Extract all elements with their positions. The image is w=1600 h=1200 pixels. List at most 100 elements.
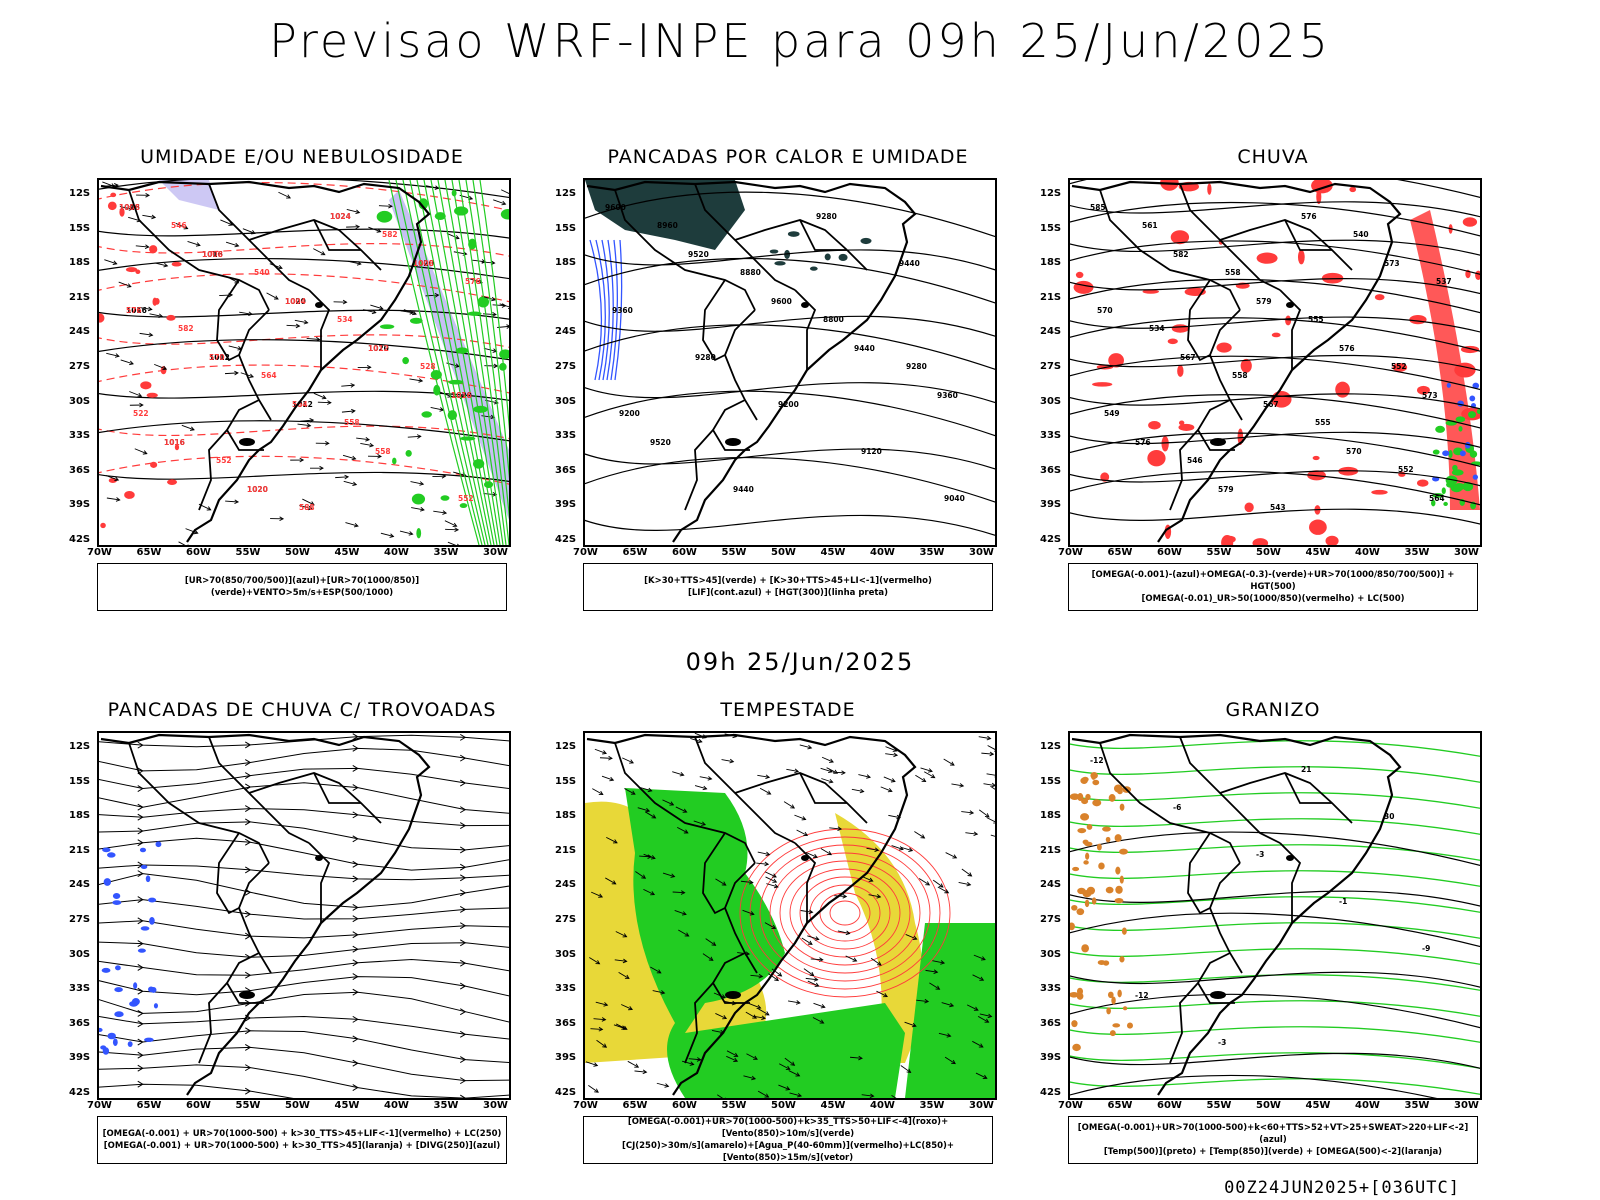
- wind-arrowhead: [729, 758, 735, 764]
- lat-tick-label: 18S: [1040, 257, 1062, 269]
- field-patch: [1441, 487, 1446, 495]
- legend-chuva: [OMEGA(-0.001)-(azul)+OMEGA(-0.3)-(verde…: [1068, 563, 1478, 611]
- field-patch: [1081, 798, 1089, 805]
- contour-label: 543: [1270, 503, 1286, 512]
- field-patch: [1113, 784, 1123, 793]
- wind-vector: [920, 767, 933, 772]
- field-patch: [1111, 996, 1116, 1005]
- streamline-arrow: [352, 744, 359, 752]
- contour-label: 582: [382, 230, 398, 239]
- wind-arrowhead: [598, 790, 604, 795]
- contour-label: 9440: [899, 259, 920, 268]
- wind-arrowhead: [369, 442, 375, 448]
- lat-tick-label: 36S: [69, 1017, 91, 1029]
- wind-vector: [766, 883, 779, 888]
- isoline: [1070, 180, 1480, 199]
- green-contour: [388, 180, 480, 545]
- wind-vector: [973, 954, 986, 961]
- lon-tick-label: 50W: [1256, 1100, 1281, 1111]
- country-border: [711, 952, 750, 1004]
- streamline-arrow: [352, 784, 359, 792]
- field-patch: [1080, 813, 1090, 821]
- wind-vector: [672, 891, 685, 894]
- wind-arrowhead: [820, 1004, 826, 1009]
- wind-vector: [743, 1075, 756, 1080]
- country-border: [614, 742, 756, 864]
- contour-label: 555: [1315, 418, 1331, 427]
- map-pancadas-calor: 9600 9520 9600 9440 9360 9520 9440 9280 9440 9360…: [583, 178, 997, 547]
- field-patch: [1075, 271, 1084, 279]
- contour-label: 558: [344, 418, 360, 427]
- wind-vector: [866, 847, 879, 851]
- wind-vector: [615, 931, 627, 938]
- lat-tick-label: 24S: [69, 879, 91, 891]
- wind-arrowhead: [356, 261, 362, 266]
- lat-tick-label: 24S: [555, 326, 577, 338]
- contour-label: 552: [1391, 362, 1407, 371]
- wind-vector: [278, 191, 291, 199]
- streamline: [99, 899, 509, 920]
- wind-vector: [624, 788, 636, 795]
- wind-arrowhead: [353, 522, 359, 528]
- wind-vector: [916, 999, 929, 1002]
- wind-arrowhead: [807, 744, 813, 750]
- wind-vector: [430, 406, 444, 411]
- wind-vector: [788, 1070, 800, 1077]
- contour-label: -12: [1090, 756, 1104, 765]
- field-patch: [784, 249, 791, 259]
- wind-vector: [650, 966, 661, 974]
- wind-vector: [341, 410, 355, 413]
- wind-vector: [104, 259, 117, 265]
- wind-vector: [880, 786, 893, 792]
- field-patch: [1098, 862, 1105, 870]
- coastline: [1071, 733, 1402, 1096]
- isoline: [1070, 239, 1480, 256]
- isoline: [1070, 278, 1480, 295]
- wind-vector: [787, 1000, 800, 1004]
- wind-vector: [891, 845, 904, 850]
- wind-arrowhead: [813, 853, 818, 859]
- field-patch: [1072, 866, 1080, 872]
- wind-vector: [674, 910, 687, 915]
- contour-label: -12: [1135, 991, 1149, 1000]
- wind-arrowhead: [874, 847, 880, 853]
- wind-vector: [986, 773, 995, 776]
- wind-vector: [622, 757, 634, 764]
- field-patch: [1119, 875, 1124, 884]
- wind-arrowhead: [748, 879, 754, 885]
- contour-label: 9360: [937, 391, 958, 400]
- map-tempestade: [583, 731, 997, 1100]
- field-patch: [1432, 449, 1440, 455]
- field-patch: [1114, 834, 1122, 842]
- wind-vector: [789, 1092, 802, 1097]
- streamline-arrow: [137, 896, 144, 904]
- wind-arrowhead: [142, 450, 148, 455]
- country-border: [702, 832, 726, 915]
- wind-vector: [378, 205, 392, 207]
- field-patch: [1459, 450, 1466, 457]
- streamline-arrow: [137, 917, 144, 925]
- lat-tick-label: 33S: [555, 983, 577, 995]
- field-patch: [1102, 826, 1111, 832]
- isoline: [1070, 240, 1480, 275]
- wind-vector: [812, 1017, 824, 1024]
- lake: [801, 855, 809, 861]
- field-patch: [1160, 180, 1179, 191]
- field-patch: [150, 987, 157, 993]
- wind-vector: [618, 971, 630, 979]
- contour-label: 1016: [119, 203, 140, 212]
- contour-label: 570: [209, 353, 225, 362]
- wind-vector: [411, 507, 425, 511]
- legend-line: [Temp(500)](preto) + [Temp(850)](verde) …: [1103, 1147, 1443, 1157]
- lon-tick-label: 70W: [87, 547, 112, 558]
- streamline-arrow: [459, 959, 467, 967]
- lat-tick-label: 27S: [1040, 361, 1062, 372]
- contour-label: 9440: [733, 485, 754, 494]
- field-patch: [484, 481, 494, 489]
- wind-arrowhead: [651, 814, 657, 819]
- wind-arrowhead: [147, 306, 153, 312]
- wind-arrowhead: [350, 383, 356, 388]
- field-patch: [1167, 338, 1178, 345]
- wind-vector: [593, 1018, 606, 1021]
- green-contour: [409, 180, 489, 545]
